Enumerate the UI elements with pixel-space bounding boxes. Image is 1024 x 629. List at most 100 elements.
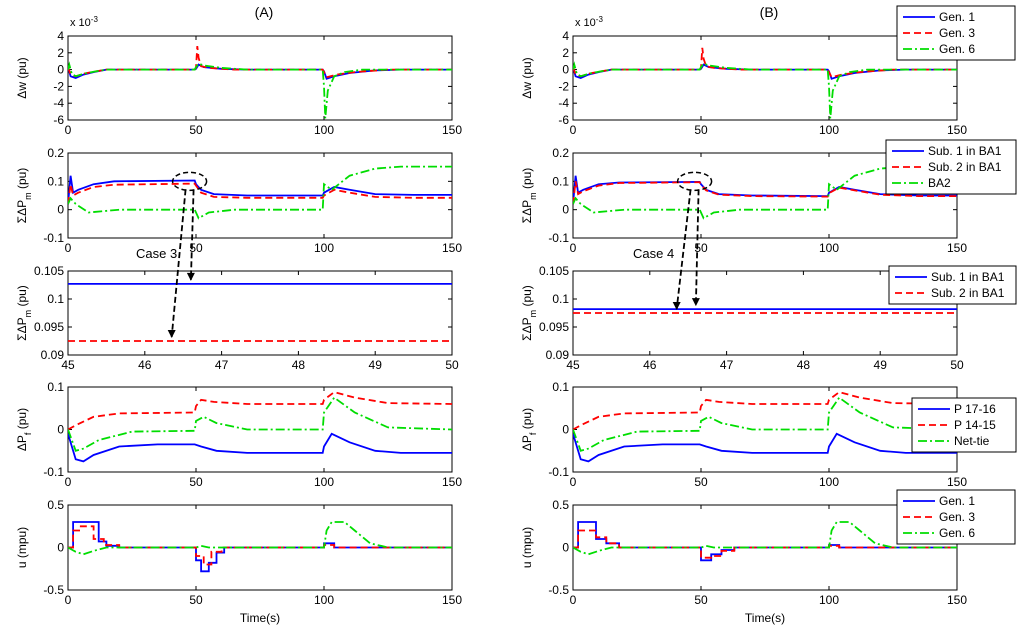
x-tick-label: 100 (314, 475, 334, 489)
y-tick-label: 0.1 (552, 380, 569, 394)
y-axis-label: ΔPf (pu) (520, 408, 538, 451)
zoom-arrowhead (186, 272, 195, 281)
y-tick-label: 0.5 (47, 498, 64, 512)
x-tick-label: 100 (314, 593, 334, 607)
x-tick-label: 47 (720, 358, 734, 372)
column-title: (A) (255, 4, 274, 20)
y-tick-label: 2 (57, 46, 64, 60)
zoom-arrow (170, 189, 187, 338)
axes-frame (572, 35, 958, 121)
y-tick-label: 4 (562, 29, 569, 43)
x-tick-label: 46 (138, 358, 152, 372)
axis-exponent: x 10-3 (575, 15, 603, 30)
case-annotation: Case 4 (633, 246, 674, 261)
x-tick-label: 100 (314, 123, 334, 137)
y-tick-label: 0 (562, 63, 569, 77)
legend: P 17-16 P 14-15 Net-tie (911, 397, 1017, 453)
y-tick-label: 0.1 (47, 292, 64, 306)
y-tick-label: -4 (558, 96, 569, 110)
y-tick-label: 0.1 (552, 174, 569, 188)
series-group (68, 283, 452, 342)
series-line-ba2 (68, 165, 452, 220)
x-tick-label: 150 (442, 593, 462, 607)
zoom-ellipse (676, 171, 713, 192)
zoom-arrow (675, 189, 692, 310)
legend-box (888, 265, 1017, 305)
legend-label: Gen. 1 (939, 494, 975, 508)
series-line-p-14-15 (68, 391, 452, 431)
axis-exponent: x 10-3 (70, 15, 98, 30)
x-tick-label: 100 (819, 475, 839, 489)
y-axis-label: u (mpu) (15, 527, 29, 568)
x-tick-label: 150 (947, 593, 967, 607)
series-line-p-17-16 (68, 432, 452, 463)
y-axis-label: ΣΔPm (pu) (520, 168, 538, 224)
axes-frame (67, 35, 453, 121)
y-tick-label: 0.1 (552, 292, 569, 306)
series-group (68, 165, 452, 220)
legend-label: Sub. 2 in BA1 (928, 160, 1002, 174)
y-tick-label: 0 (57, 423, 64, 437)
y-tick-label: 0.105 (34, 264, 64, 278)
y-tick-label: 0.1 (47, 174, 64, 188)
x-tick-label: 50 (189, 123, 203, 137)
case-annotation: Case 3 (136, 246, 177, 261)
y-tick-label: -6 (558, 113, 569, 127)
legend-label: Gen. 3 (939, 26, 975, 40)
y-tick-label: -0.1 (43, 465, 64, 479)
x-tick-label: 150 (442, 123, 462, 137)
x-tick-label: 50 (694, 475, 708, 489)
x-tick-label: 0 (570, 593, 577, 607)
legend-label: P 17-16 (954, 402, 996, 416)
series-line-sub-1-in-ba1 (68, 175, 452, 205)
x-tick-label: 0 (570, 475, 577, 489)
series-group (573, 308, 957, 314)
y-tick-label: -0.5 (43, 583, 64, 597)
x-tick-label: 100 (819, 241, 839, 255)
y-tick-label: 0 (57, 541, 64, 555)
subplot-B5: 0 50 100 150-0.500.5u (mpu)Time(s) (520, 498, 967, 625)
x-tick-label: 50 (445, 358, 459, 372)
series-line-ba2 (573, 165, 957, 220)
legend-label: Sub. 1 in BA1 (928, 144, 1002, 158)
series-group (68, 391, 452, 463)
legend: Gen. 1 Gen. 3 Gen. 6 (896, 489, 1016, 545)
x-tick-label: 100 (819, 593, 839, 607)
y-tick-label: 0 (57, 203, 64, 217)
x-tick-label: 0 (570, 123, 577, 137)
x-axis-label: Time(s) (745, 611, 785, 625)
y-tick-label: -0.1 (43, 231, 64, 245)
y-tick-label: -6 (53, 113, 64, 127)
legend: Gen. 1 Gen. 3 Gen. 6 (896, 5, 1016, 61)
legend-label: Gen. 1 (939, 10, 975, 24)
y-axis-label: ΣΔPm (pu) (520, 285, 538, 341)
y-tick-label: 0 (562, 203, 569, 217)
zoom-arrowhead (691, 298, 700, 307)
y-tick-label: -4 (53, 96, 64, 110)
y-tick-label: 0.2 (47, 146, 64, 160)
y-axis-label: u (mpu) (520, 527, 534, 568)
x-tick-label: 50 (694, 123, 708, 137)
subplot-A1: 0 50 100 150 -6 -4 -2 0 2 4 x 10-3 (A) Δw (pu) (15, 4, 462, 137)
legend-label: BA2 (928, 176, 951, 190)
y-tick-label: 0.1 (47, 380, 64, 394)
y-axis-label: Δw (pu) (15, 57, 29, 98)
legend-label: Sub. 1 in BA1 (931, 270, 1005, 284)
series-group (573, 391, 957, 463)
y-tick-label: -0.5 (548, 583, 569, 597)
subplot-A5: 0 50 100 150-0.500.5u (mpu)Time(s) (15, 498, 462, 625)
y-tick-label: 0.105 (539, 264, 569, 278)
zoom-arrowhead (672, 302, 681, 310)
legend-label: P 14-15 (954, 418, 996, 432)
legend: Sub. 1 in BA1 Sub. 2 in BA1 BA2 (885, 139, 1017, 195)
series-group (68, 521, 452, 573)
x-tick-label: 46 (643, 358, 657, 372)
x-tick-label: 150 (442, 241, 462, 255)
y-tick-label: -0.1 (548, 231, 569, 245)
y-tick-label: 4 (57, 29, 64, 43)
x-tick-label: 100 (819, 123, 839, 137)
x-tick-label: 150 (947, 475, 967, 489)
